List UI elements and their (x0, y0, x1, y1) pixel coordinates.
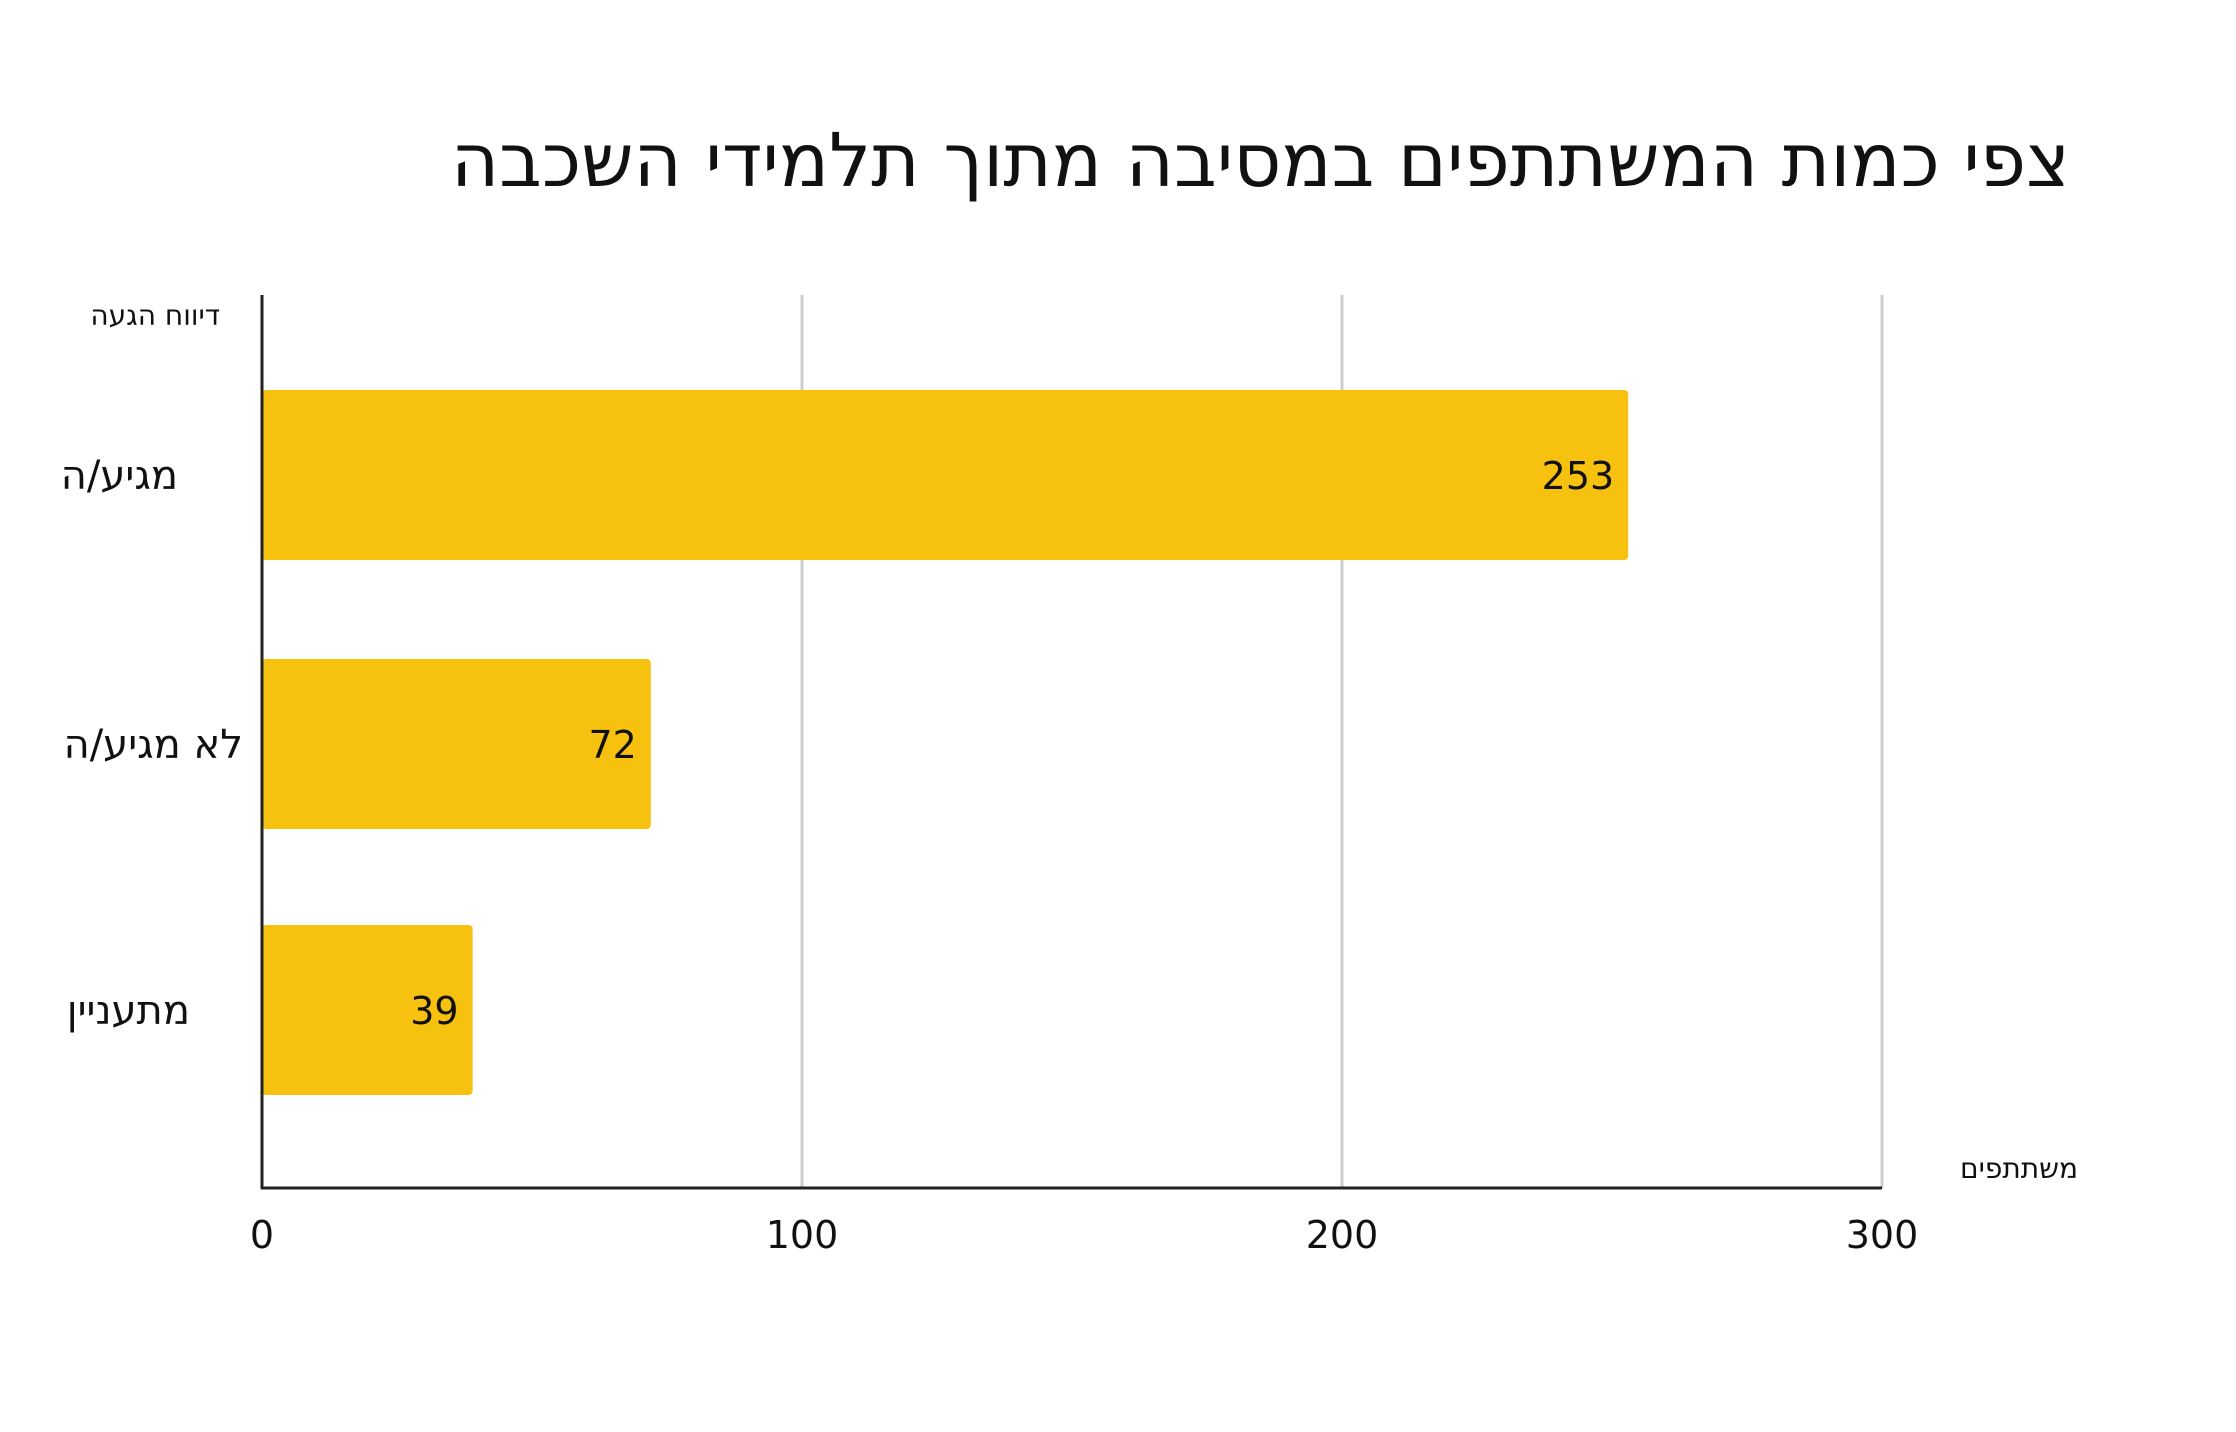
category-label-1: מגיע/ה (61, 453, 178, 499)
data-label-2: 72 (588, 723, 636, 767)
x-axis-title: משתתפים (1960, 1152, 2078, 1185)
data-label-3: 39 (410, 989, 458, 1033)
bars (262, 390, 1629, 1095)
x-tick-label-200: 200 (1306, 1213, 1379, 1257)
labels: 253 72 39 0 100 200 300 מגיע/ה לא מגיע/ה מתעניין ד… (61, 299, 2078, 1257)
bar-3 (262, 925, 473, 1095)
x-tick-label-0: 0 (250, 1213, 274, 1257)
x-tick-label-300: 300 (1846, 1213, 1919, 1257)
axes (260, 295, 1882, 1190)
bar-1 (262, 390, 1629, 560)
y-axis-title: דיווח הגעה (90, 299, 220, 332)
data-label-1: 253 (1542, 454, 1615, 498)
bar-2 (262, 659, 651, 829)
x-tick-label-100: 100 (766, 1213, 839, 1257)
chart-title: צפי כמות המשתתפים במסיבה מתוך תלמידי השכ… (450, 118, 2070, 204)
category-label-2: לא מגיע/ה (64, 722, 243, 768)
category-label-3: מתעניין (67, 988, 190, 1034)
